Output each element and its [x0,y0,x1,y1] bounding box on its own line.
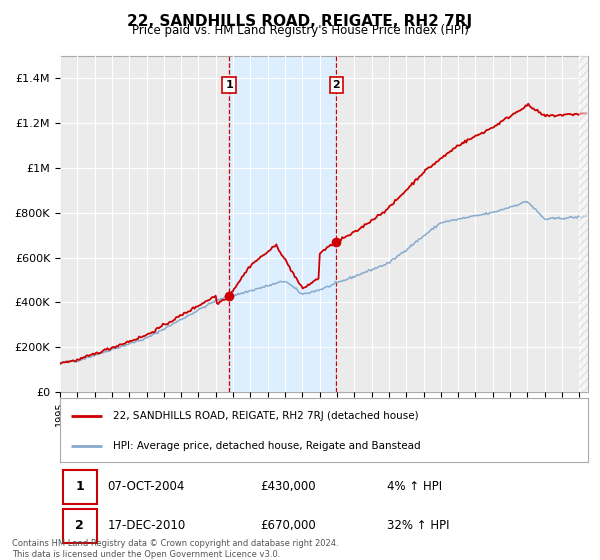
Text: HPI: Average price, detached house, Reigate and Banstead: HPI: Average price, detached house, Reig… [113,441,421,451]
Text: Contains HM Land Registry data © Crown copyright and database right 2024.
This d: Contains HM Land Registry data © Crown c… [12,539,338,559]
FancyBboxPatch shape [62,509,97,543]
Text: 2: 2 [332,80,340,90]
Bar [229,56,336,392]
Text: 32% ↑ HPI: 32% ↑ HPI [388,519,450,533]
Text: 22, SANDHILLS ROAD, REIGATE, RH2 7RJ: 22, SANDHILLS ROAD, REIGATE, RH2 7RJ [127,14,473,29]
Text: 07-OCT-2004: 07-OCT-2004 [107,480,185,493]
Text: Price paid vs. HM Land Registry's House Price Index (HPI): Price paid vs. HM Land Registry's House … [131,24,469,36]
Text: 2: 2 [75,519,84,533]
Text: £670,000: £670,000 [260,519,316,533]
Text: 22, SANDHILLS ROAD, REIGATE, RH2 7RJ (detached house): 22, SANDHILLS ROAD, REIGATE, RH2 7RJ (de… [113,410,418,421]
Text: 1: 1 [75,480,84,493]
Text: 17-DEC-2010: 17-DEC-2010 [107,519,186,533]
Text: 1: 1 [225,80,233,90]
Text: £430,000: £430,000 [260,480,316,493]
FancyBboxPatch shape [62,470,97,503]
Text: 4% ↑ HPI: 4% ↑ HPI [388,480,442,493]
